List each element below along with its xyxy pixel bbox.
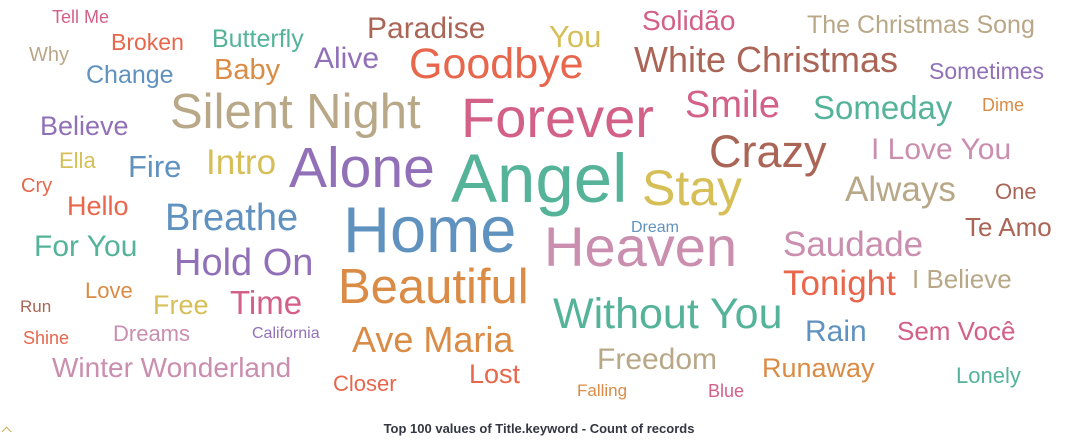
word-dime[interactable]: Dime [982, 95, 1025, 115]
word-silent-night[interactable]: Silent Night [170, 85, 421, 139]
word-one[interactable]: One [995, 179, 1037, 204]
word-goodbye[interactable]: Goodbye [409, 40, 584, 88]
word-broken[interactable]: Broken [111, 29, 184, 55]
word-winter-wonderland[interactable]: Winter Wonderland [52, 352, 292, 383]
word-dream[interactable]: Dream [631, 219, 680, 236]
word-stay[interactable]: Stay [642, 160, 743, 216]
word-i-believe[interactable]: I Believe [912, 264, 1012, 294]
word-love[interactable]: Love [85, 278, 133, 303]
word-intro[interactable]: Intro [206, 143, 277, 182]
word-tell-me[interactable]: Tell Me [52, 7, 110, 27]
word-beautiful[interactable]: Beautiful [338, 260, 529, 314]
word-sem-voce[interactable]: Sem Você [897, 316, 1016, 346]
word-baby[interactable]: Baby [214, 54, 281, 86]
word-dreams[interactable]: Dreams [113, 321, 191, 346]
word-solidao[interactable]: Solidão [642, 5, 736, 36]
word-why[interactable]: Why [29, 44, 69, 66]
word-fire[interactable]: Fire [128, 149, 182, 184]
word-hello[interactable]: Hello [67, 191, 129, 221]
word-lonely[interactable]: Lonely [956, 363, 1021, 388]
word-ella[interactable]: Ella [59, 148, 96, 173]
word-the-christmas-song[interactable]: The Christmas Song [807, 11, 1035, 39]
word-saudade[interactable]: Saudade [783, 225, 924, 264]
word-freedom[interactable]: Freedom [597, 343, 718, 376]
word-alive[interactable]: Alive [314, 42, 380, 75]
word-california[interactable]: California [252, 325, 320, 342]
word-run[interactable]: Run [20, 297, 52, 316]
word-home[interactable]: Home [343, 193, 517, 266]
word-believe[interactable]: Believe [40, 111, 129, 141]
word-for-you[interactable]: For You [34, 230, 138, 263]
word-i-love-you[interactable]: I Love You [871, 133, 1012, 166]
word-without-you[interactable]: Without You [553, 290, 783, 338]
word-change[interactable]: Change [86, 61, 174, 89]
word-paradise[interactable]: Paradise [367, 12, 486, 45]
word-alone[interactable]: Alone [289, 136, 435, 200]
word-tonight[interactable]: Tonight [783, 264, 896, 303]
word-smile[interactable]: Smile [685, 84, 781, 126]
word-runaway[interactable]: Runaway [762, 353, 875, 383]
word-sometimes[interactable]: Sometimes [929, 58, 1045, 84]
word-forever[interactable]: Forever [461, 86, 654, 149]
word-shine[interactable]: Shine [23, 328, 70, 348]
word-blue[interactable]: Blue [708, 381, 745, 401]
word-crazy[interactable]: Crazy [709, 126, 827, 177]
word-closer[interactable]: Closer [333, 371, 397, 396]
chart-caption: Top 100 values of Title.keyword - Count … [383, 421, 695, 436]
word-someday[interactable]: Someday [813, 89, 953, 126]
word-te-amo[interactable]: Te Amo [965, 212, 1052, 242]
word-you[interactable]: You [549, 19, 602, 54]
word-free[interactable]: Free [153, 290, 209, 320]
word-angel[interactable]: Angel [451, 140, 628, 217]
word-lost[interactable]: Lost [469, 359, 521, 389]
word-ave-maria[interactable]: Ave Maria [352, 319, 514, 360]
word-always[interactable]: Always [845, 170, 956, 209]
word-falling[interactable]: Falling [577, 381, 628, 400]
word-time[interactable]: Time [230, 284, 303, 321]
word-rain[interactable]: Rain [805, 315, 867, 348]
word-breathe[interactable]: Breathe [165, 197, 299, 239]
word-butterfly[interactable]: Butterfly [212, 25, 304, 53]
word-white-christmas[interactable]: White Christmas [634, 39, 899, 80]
word-cry[interactable]: Cry [21, 175, 53, 197]
word-hold-on[interactable]: Hold On [174, 242, 314, 284]
word-heaven[interactable]: Heaven [544, 215, 738, 278]
